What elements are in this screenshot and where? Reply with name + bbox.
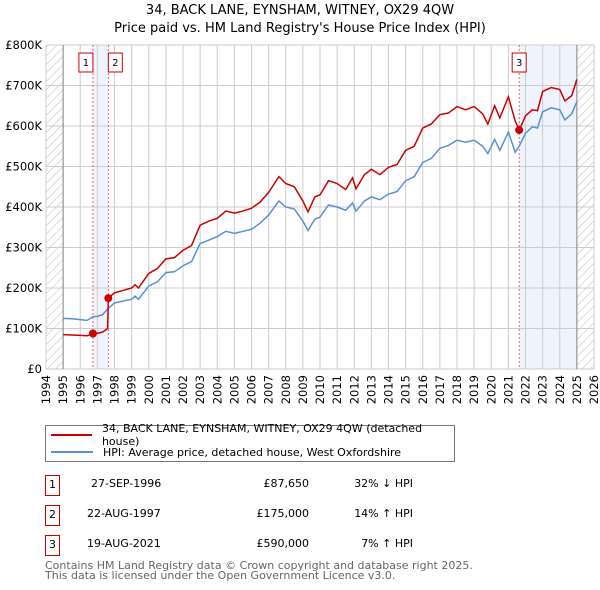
sale-date: 22-AUG-1997: [87, 507, 161, 520]
y-tick-label: £200K: [5, 281, 42, 295]
x-tick-label: 1999: [125, 375, 139, 404]
x-tick-label: 2014: [382, 375, 396, 404]
footer-licence: This data is licensed under the Open Gov…: [45, 569, 396, 582]
y-tick-label: £100K: [5, 322, 42, 336]
sale-marker: 2: [45, 505, 60, 526]
y-tick-label: £800K: [5, 38, 42, 52]
x-tick-label: 1996: [73, 375, 87, 404]
x-tick-label: 1995: [56, 375, 70, 404]
x-tick-label: 2008: [279, 375, 293, 404]
sale-marker-label: 3: [516, 58, 522, 69]
legend-swatch-red: [51, 434, 92, 436]
legend-item-property: 34, BACK LANE, EYNSHAM, WITNEY, OX29 4QW…: [46, 422, 454, 448]
y-tick-label: £700K: [5, 79, 42, 93]
price-chart: £0 £100K £200K £300K £400K £500K £600K £700K £80…: [5, 38, 600, 404]
x-tick-label: 2017: [433, 375, 447, 404]
x-tick-label: 2018: [450, 375, 464, 404]
x-tick-label: 2015: [399, 375, 413, 404]
x-tick-label: 2012: [347, 375, 361, 404]
y-tick-label: £400K: [5, 200, 42, 214]
x-tick-label: 2007: [262, 375, 276, 404]
x-tick-label: 2004: [210, 375, 224, 404]
sale-price: £87,650: [263, 477, 310, 490]
sale-row: 2 22-AUG-1997 £175,000 14% ↑ HPI: [45, 505, 445, 526]
x-tick-label: 2001: [159, 375, 173, 404]
y-tick-label: £300K: [5, 241, 42, 255]
sale-row: 1 27-SEP-1996 £87,650 32% ↓ HPI: [45, 475, 445, 496]
chart-title: 34, BACK LANE, EYNSHAM, WITNEY, OX29 4QW: [145, 3, 455, 18]
x-tick-label: 2013: [364, 375, 378, 404]
sale-marker-box: [107, 52, 123, 73]
x-tick-label: 2019: [467, 375, 481, 404]
x-tick-label: 2006: [245, 375, 259, 404]
sale-marker-box: [78, 52, 94, 73]
x-tick-label: 2000: [142, 375, 156, 404]
x-tick-label: 2025: [570, 375, 584, 404]
legend-swatch-blue: [51, 451, 93, 453]
y-tick-label: £500K: [5, 160, 42, 174]
legend-label: 34, BACK LANE, EYNSHAM, WITNEY, OX29 4QW…: [101, 422, 423, 448]
sale-hpi-diff: 14% ↑ HPI: [354, 507, 413, 520]
hpi-line: [63, 101, 578, 322]
legend-item-hpi: HPI: Average price, detached house, West…: [46, 444, 401, 460]
sale-point: [515, 126, 524, 135]
sale-marker-label: 1: [83, 58, 89, 69]
y-tick-label: £0: [27, 362, 42, 376]
x-tick-label: 2024: [553, 375, 567, 404]
chart-subtitle: Price paid vs. HM Land Registry's House …: [114, 21, 486, 36]
x-tick-label: 2011: [330, 375, 344, 404]
sale-marker: 1: [45, 475, 60, 496]
x-tick-label: 1997: [90, 375, 104, 404]
x-tick-label: 2005: [227, 375, 241, 404]
legend-label: HPI: Average price, detached house, West…: [103, 445, 402, 459]
sale-date: 19-AUG-2021: [87, 537, 161, 550]
sale-price: £590,000: [256, 537, 310, 550]
sale-marker: 3: [45, 535, 60, 556]
sale-marker-label: 2: [112, 58, 118, 69]
property-price-line: [63, 79, 578, 337]
x-tick-label: 2002: [176, 375, 190, 404]
x-tick-label: 2009: [296, 375, 310, 404]
x-tick-label: 2010: [313, 375, 327, 404]
x-tick-label: 1994: [39, 375, 53, 404]
sale-point: [104, 294, 113, 303]
sale-hpi-diff: 32% ↓ HPI: [354, 477, 413, 490]
y-tick-label: £600K: [5, 119, 42, 133]
sale-hpi-diff: 7% ↑ HPI: [361, 537, 413, 550]
x-tick-label: 2022: [519, 375, 533, 404]
legend: 34, BACK LANE, EYNSHAM, WITNEY, OX29 4QW…: [45, 422, 455, 462]
x-tick-label: 2016: [416, 375, 430, 404]
sale-point: [88, 329, 97, 338]
sale-date: 27-SEP-1996: [91, 477, 162, 490]
sale-marker-box: [511, 52, 527, 73]
sale-row: 3 19-AUG-2021 £590,000 7% ↑ HPI: [45, 535, 445, 556]
sale-price: £175,000: [256, 507, 310, 520]
x-tick-label: 1998: [108, 375, 122, 404]
footer-copyright: Contains HM Land Registry data © Crown c…: [45, 559, 473, 572]
x-tick-label: 2026: [587, 375, 600, 404]
x-tick-label: 2003: [193, 375, 207, 404]
x-tick-label: 2021: [501, 375, 515, 404]
x-tick-label: 2020: [484, 375, 498, 404]
x-tick-label: 2023: [536, 375, 550, 404]
